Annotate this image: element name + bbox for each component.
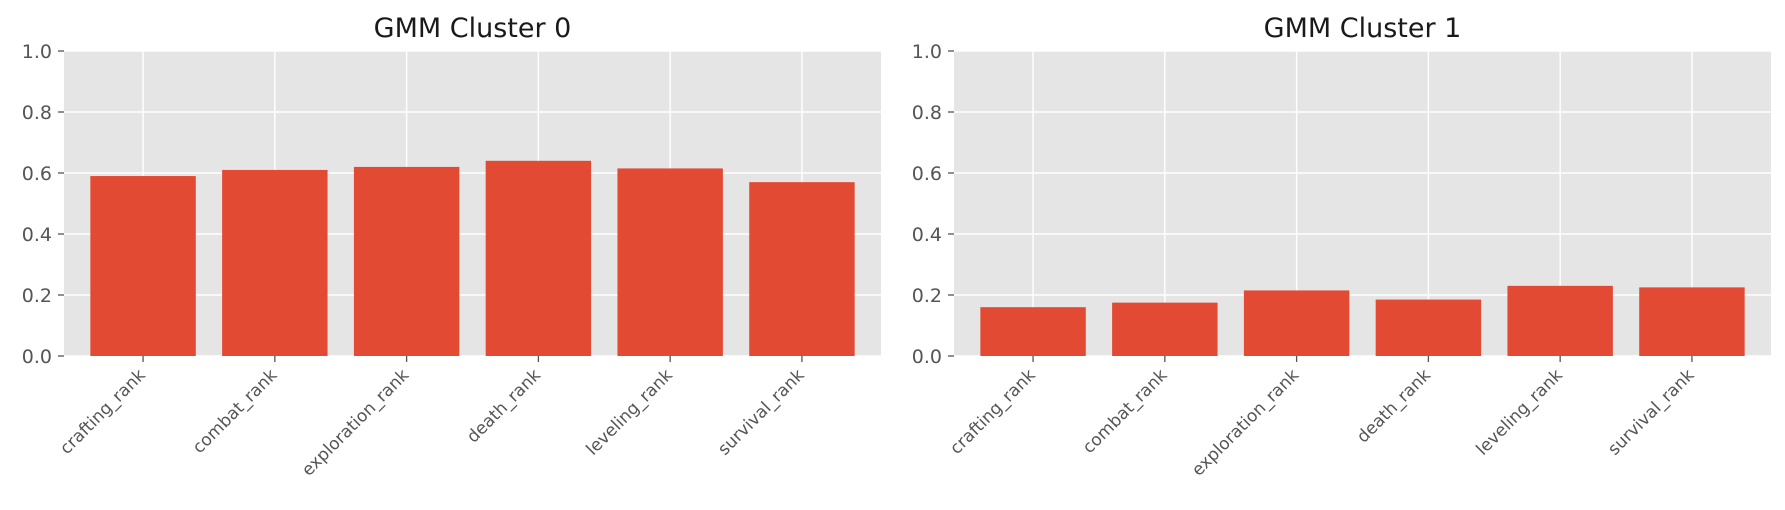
- x-tick-label: combat_rank: [189, 365, 282, 458]
- x-tick-label: death_rank: [463, 365, 545, 447]
- y-tick-label: 0.0: [912, 346, 942, 368]
- bar-death-rank: [485, 160, 592, 356]
- chart-panel-cluster-0: 0.0 0.2 0.4 0.6 0.8 1.0 crafting_rank combat_ra…: [22, 13, 881, 480]
- y-tick-label: 0.2: [912, 285, 942, 307]
- x-tick-label: leveling_rank: [582, 365, 676, 459]
- x-tick-label: survival_rank: [714, 365, 808, 459]
- bar-leveling-rank: [617, 168, 723, 356]
- bar-crafting-rank: [90, 176, 196, 356]
- x-tick-label: leveling_rank: [1472, 365, 1566, 459]
- y-tick-label: 0.0: [22, 346, 52, 368]
- y-tick-label: 0.8: [912, 102, 942, 124]
- y-tick-label: 0.2: [22, 285, 52, 307]
- y-tick-label: 0.4: [912, 224, 942, 246]
- bar-combat-rank: [1112, 302, 1218, 356]
- y-tick-label: 1.0: [22, 41, 52, 63]
- bar-exploration-rank: [1243, 290, 1350, 356]
- plot-area: [64, 51, 881, 356]
- x-tick-label: death_rank: [1353, 365, 1435, 447]
- x-tick-label: exploration_rank: [1188, 365, 1303, 480]
- x-tick-label: combat_rank: [1079, 365, 1172, 458]
- y-tick-label: 1.0: [912, 41, 942, 63]
- x-tick-label: crafting_rank: [946, 365, 1039, 458]
- y-tick-label: 0.6: [912, 163, 942, 185]
- bar-combat-rank: [222, 169, 328, 356]
- bar-exploration-rank: [353, 166, 460, 356]
- y-tick-label: 0.6: [22, 163, 52, 185]
- bar-leveling-rank: [1507, 285, 1613, 356]
- y-tick-label: 0.4: [22, 224, 52, 246]
- x-tick-label: exploration_rank: [298, 365, 413, 480]
- chart-panel-cluster-1: 0.0 0.2 0.4 0.6 0.8 1.0 crafting_rank combat_ra…: [912, 13, 1771, 480]
- x-tick-label: crafting_rank: [56, 365, 149, 458]
- x-tick-label: survival_rank: [1604, 365, 1698, 459]
- chart-title: GMM Cluster 1: [1264, 13, 1462, 44]
- bar-crafting-rank: [980, 307, 1086, 356]
- bar-death-rank: [1375, 299, 1482, 356]
- bar-survival-rank: [1639, 287, 1745, 356]
- bar-survival-rank: [749, 182, 855, 356]
- y-tick-label: 0.8: [22, 102, 52, 124]
- plot-area: [954, 51, 1771, 356]
- chart-title: GMM Cluster 0: [374, 13, 572, 44]
